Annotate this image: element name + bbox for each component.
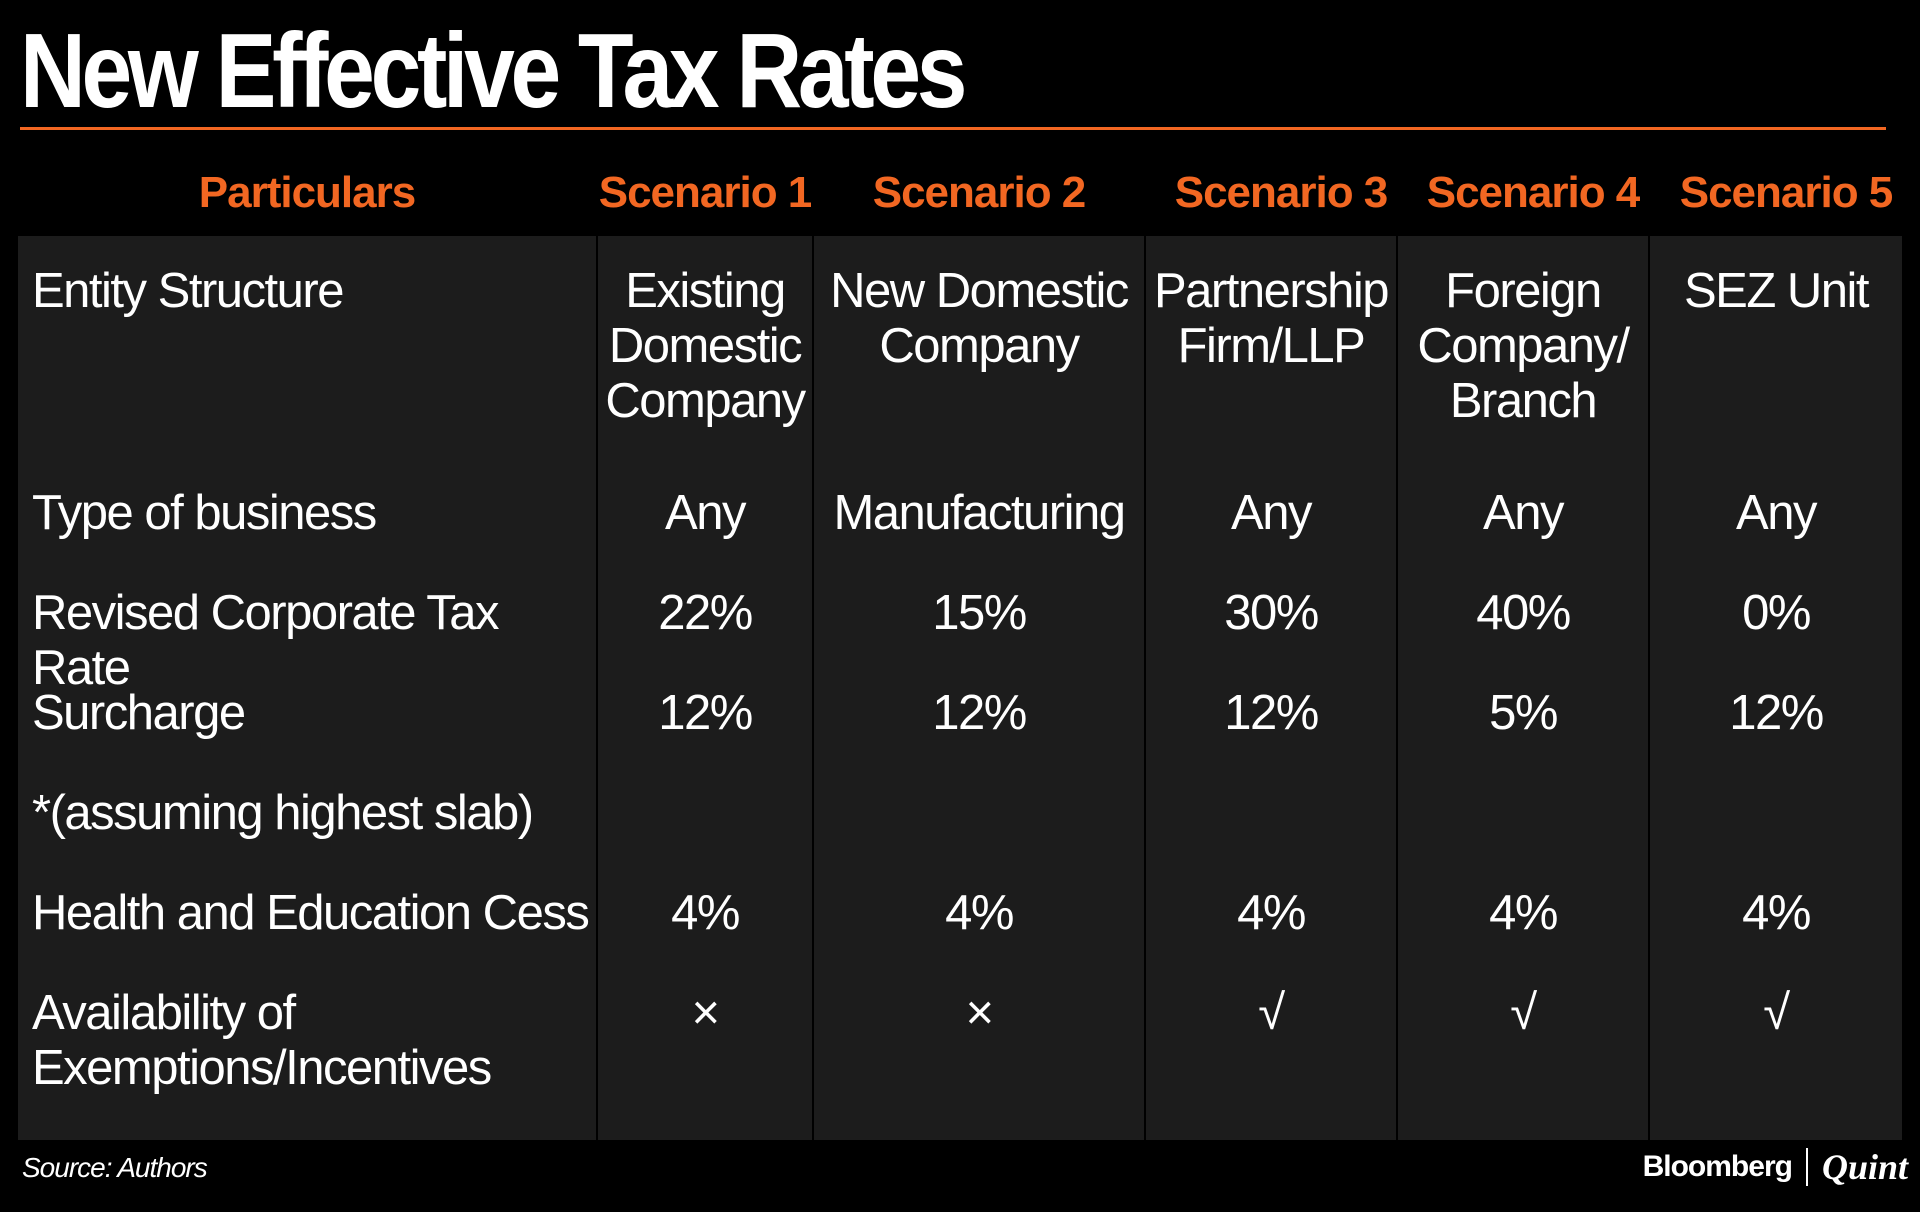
column-header-scenario-3: Scenario 3 — [1174, 168, 1389, 217]
page-title: New Effective Tax Rates — [20, 12, 967, 130]
table-cell-scenario-5: 4% — [1742, 886, 1811, 940]
table-cell-scenario-2: New Domestic Company — [830, 264, 1129, 373]
source-note: Source: Authors — [22, 1152, 208, 1183]
row-label: Availability of Exemptions/Incentives — [32, 986, 492, 1095]
table-cell-scenario-5: 0% — [1742, 586, 1811, 640]
brand-primary: Bloomberg — [1642, 1150, 1793, 1183]
column-header-scenario-4: Scenario 4 — [1426, 168, 1641, 217]
column-header-scenario-2: Scenario 2 — [872, 168, 1087, 217]
table-cell-scenario-3: √ — [1258, 986, 1285, 1040]
table-cell-scenario-2: 15% — [932, 586, 1027, 640]
table-cell-scenario-2: 12% — [932, 686, 1027, 740]
column-header-scenario-5: Scenario 5 — [1679, 168, 1894, 217]
row-label: *(assuming highest slab) — [32, 786, 534, 840]
column-divider — [1396, 236, 1398, 1140]
table-cell-scenario-3: Any — [1231, 486, 1312, 540]
column-header-scenario-1: Scenario 1 — [598, 168, 813, 217]
table-cell-scenario-5: SEZ Unit — [1683, 264, 1870, 318]
table-cell-scenario-4: 5% — [1489, 686, 1558, 740]
row-label: Revised Corporate Tax Rate — [32, 586, 500, 695]
table-cell-scenario-2: × — [965, 986, 994, 1040]
column-divider — [596, 236, 598, 1140]
table-cell-scenario-5: 12% — [1729, 686, 1824, 740]
table-cell-scenario-1: 12% — [658, 686, 753, 740]
row-label: Health and Education Cess — [32, 886, 590, 940]
table-cell-scenario-4: √ — [1510, 986, 1537, 1040]
table-cell-scenario-1: Any — [665, 486, 746, 540]
table-cell-scenario-4: Foreign Company/ Branch — [1417, 264, 1630, 428]
table-body: Entity Structure Existing Domestic Compan… — [18, 236, 1902, 1140]
row-label: Entity Structure — [32, 264, 344, 318]
table-cell-scenario-4: Any — [1483, 486, 1564, 540]
title-rule — [20, 127, 1886, 130]
table-cell-scenario-5: √ — [1763, 986, 1790, 1040]
brand-divider — [1805, 1148, 1808, 1186]
table-cell-scenario-3: Partnership Firm/LLP — [1153, 264, 1390, 373]
table-header-row: Particulars Scenario 1 Scenario 2 Scenario … — [18, 150, 1902, 236]
table-cell-scenario-2: 4% — [945, 886, 1014, 940]
column-divider — [812, 236, 814, 1140]
table-cell-scenario-3: 12% — [1224, 686, 1319, 740]
table-cell-scenario-3: 30% — [1224, 586, 1319, 640]
table-cell-scenario-1: 22% — [658, 586, 753, 640]
table-cell-scenario-3: 4% — [1237, 886, 1306, 940]
brand-logo: Bloomberg Quint — [1643, 1146, 1908, 1188]
table-cell-scenario-1: × — [691, 986, 720, 1040]
column-divider — [1648, 236, 1650, 1140]
table-cell-scenario-1: 4% — [671, 886, 740, 940]
brand-secondary: Quint — [1821, 1147, 1908, 1187]
table-cell-scenario-4: 40% — [1476, 586, 1571, 640]
row-label: Surcharge — [32, 686, 246, 740]
table-cell-scenario-5: Any — [1736, 486, 1817, 540]
tax-rates-table: Particulars Scenario 1 Scenario 2 Scenario … — [18, 150, 1902, 1140]
column-header-particulars: Particulars — [198, 168, 416, 217]
column-divider — [1144, 236, 1146, 1140]
table-cell-scenario-1: Existing Domestic Company — [605, 264, 806, 428]
row-label: Type of business — [32, 486, 377, 540]
table-cell-scenario-4: 4% — [1489, 886, 1558, 940]
table-cell-scenario-2: Manufacturing — [833, 486, 1126, 540]
